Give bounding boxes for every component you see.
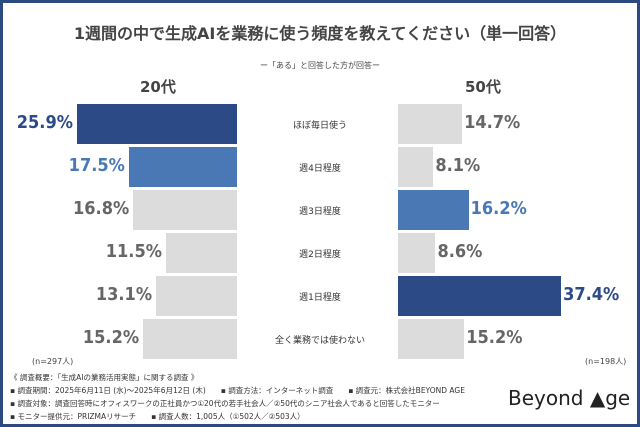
bar-50s	[398, 233, 436, 273]
bar-20s	[133, 190, 237, 230]
value-label-50s: 8.6%	[437, 241, 483, 262]
value-label-50s: 8.1%	[435, 155, 481, 176]
n-label-50s: (n=198人)	[585, 357, 627, 366]
value-label-50s: 16.2%	[470, 198, 527, 219]
value-label-20s: 17.5%	[68, 155, 125, 176]
footnote-1: 《 調査概要：「生成AIの業務活用実態」に関する調査 》	[10, 373, 199, 382]
beyond-age-logo: Beyond ▲ge	[508, 386, 631, 410]
bar-50s	[398, 319, 465, 359]
value-label-20s: 11.5%	[105, 241, 162, 262]
footnote-3: ▪ 調査対象：調査回答時にオフィスワークの正社員かつ①20代の若手社会人／②50…	[10, 399, 440, 408]
group-label-50s: 50代	[465, 78, 501, 96]
bar-20s	[76, 104, 237, 144]
category-label: 週2日程度	[299, 250, 341, 260]
category-label: 週1日程度	[299, 293, 341, 303]
value-label-20s: 25.9%	[16, 112, 73, 133]
group-label-20s: 20代	[140, 78, 176, 96]
bar-50s	[398, 104, 463, 144]
footnote-4: ▪ モニター提供元：PRIZMAリサーチ ▪ 調査人数：1,005人（①502人…	[10, 412, 305, 421]
bar-50s	[398, 147, 434, 187]
chart-subtitle: ー「ある」と回答した方が回答ー	[260, 61, 380, 70]
footnote-2: ▪ 調査期間：2025年6月11日 (水)〜2025年6月12日 (木) ▪ 調…	[10, 386, 465, 395]
value-label-20s: 15.2%	[82, 327, 140, 348]
value-label-20s: 13.1%	[95, 284, 153, 305]
category-label: 週3日程度	[299, 207, 341, 217]
value-label-50s: 15.2%	[466, 327, 523, 348]
category-label: ほぼ毎日使う	[292, 121, 347, 131]
chart-title: 1週間の中で生成AIを業務に使う頻度を教えてください（単一回答）	[73, 24, 567, 43]
bar-20s	[156, 276, 237, 316]
bar-50s	[398, 190, 469, 230]
value-label-50s: 14.7%	[464, 112, 521, 133]
category-label: 全く業務では使わない	[274, 336, 365, 346]
bar-50s	[398, 276, 562, 316]
n-label-20s: (n=297人)	[32, 357, 74, 366]
bar-20s	[128, 147, 237, 187]
value-label-20s: 16.8%	[73, 198, 130, 219]
bar-20s	[143, 319, 237, 359]
bar-20s	[165, 233, 237, 273]
value-label-50s: 37.4%	[563, 284, 620, 305]
category-label: 週4日程度	[299, 164, 341, 174]
